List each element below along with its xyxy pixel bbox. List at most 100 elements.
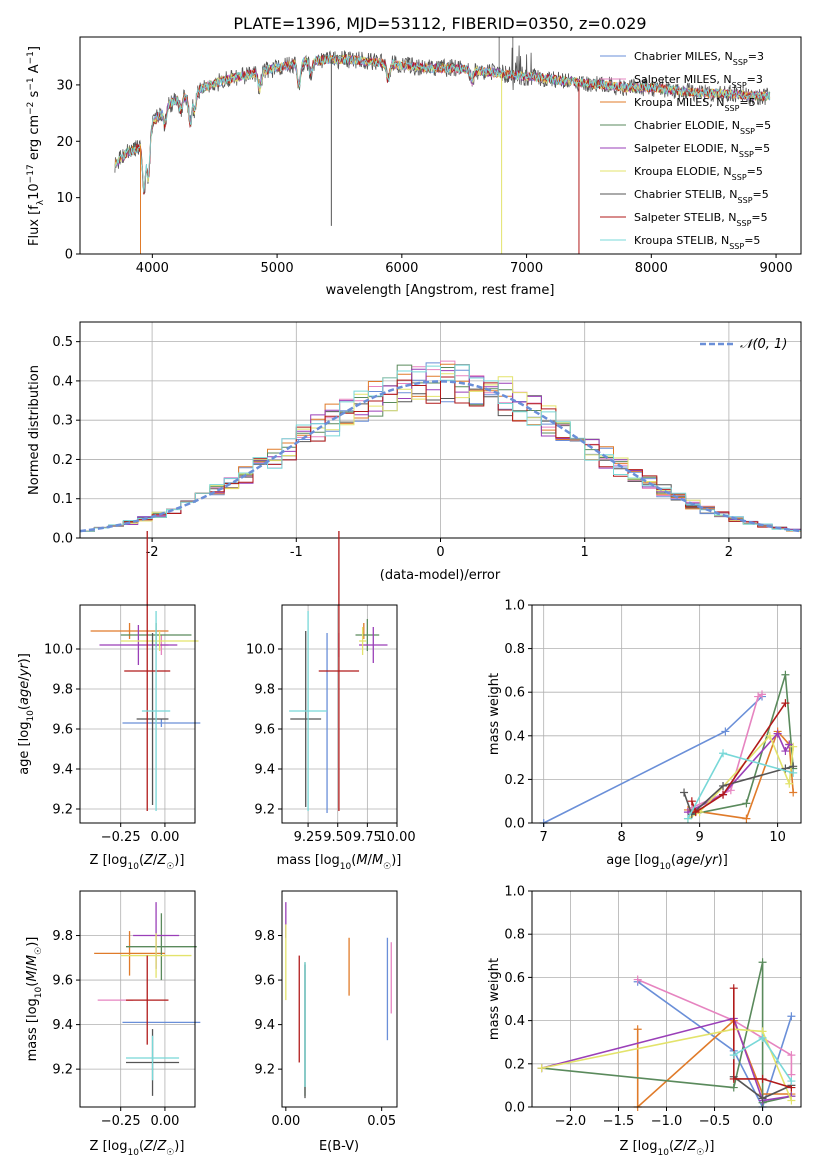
x-tick-label: 9.25	[294, 830, 323, 845]
residuals-xlabel: (data-model)/error	[380, 568, 501, 583]
weight-point	[773, 729, 782, 738]
mass-vs-Z-xlabel: Z [log10(Z/Z☉)]	[90, 1139, 185, 1158]
y-tick-label: 30	[56, 78, 73, 93]
legend-label: Chabrier MILES, NSSP=3	[634, 50, 764, 67]
spectrum-series-8	[114, 54, 771, 193]
weight-point	[721, 727, 730, 736]
weight-point	[691, 808, 700, 817]
y-tick-label: 9.6	[254, 974, 275, 989]
weight-point	[758, 1094, 767, 1103]
weight-point	[758, 1033, 767, 1042]
weight-point	[781, 699, 790, 708]
x-tick-label: 7	[540, 830, 548, 845]
y-tick-label: 10.0	[44, 643, 73, 658]
legend-label: Kroupa STELIB, NSSP=5	[634, 234, 760, 251]
weight-point	[729, 1083, 738, 1092]
x-tick-label: −1.5	[603, 1114, 635, 1129]
normal-legend-label: 𝒩(0, 1)	[740, 337, 787, 352]
y-tick-label: 0.0	[504, 817, 525, 832]
y-tick-label: 9.4	[52, 763, 73, 778]
x-tick-label: 7000	[510, 261, 543, 276]
y-tick-label: 9.8	[254, 929, 275, 944]
weight-point	[726, 786, 735, 795]
weight-point	[687, 797, 696, 806]
residuals-legend: 𝒩(0, 1)	[700, 337, 787, 352]
y-tick-label: 0.2	[504, 773, 525, 788]
mass-vs-ebv-frame	[281, 890, 398, 1108]
weight-point	[633, 1025, 642, 1034]
spectrum-panel: 4000 5000 6000 7000 8000 9000 0 10 20 30 waveleng…	[26, 36, 802, 298]
mass-vs-ebv-xlabel: E(B-V)	[319, 1139, 359, 1154]
y-tick-label: 0.2	[504, 1057, 525, 1072]
x-tick-label: 0	[436, 545, 444, 560]
x-tick-label: −2.0	[555, 1114, 587, 1129]
y-tick-label: 10.0	[246, 643, 275, 658]
y-tick-label: 0.0	[504, 1101, 525, 1116]
weight-point	[758, 690, 767, 699]
residuals-ylabel: Normed distribution	[27, 365, 42, 495]
legend-label: Salpeter STELIB, NSSP=5	[634, 211, 768, 228]
weight-point	[729, 1074, 738, 1083]
x-tick-label: 0.05	[367, 1114, 396, 1129]
weight-point	[719, 749, 728, 758]
weight-point	[781, 747, 790, 756]
weight-point	[683, 814, 692, 823]
x-tick-label: −1.0	[651, 1114, 683, 1129]
weight-vs-age-frame	[531, 604, 802, 824]
spectrum-ylabel: Flux [fλ10−17 erg cm−2 s−1 A−1]	[26, 46, 46, 246]
weight-point	[729, 984, 738, 993]
x-tick-label: 10	[769, 830, 786, 845]
x-tick-label: 1	[581, 545, 589, 560]
age-vs-Z-panel: −0.25 0.00 9.2 9.4 9.6 9.8 10.0 Z [log10(Z/Z☉)…	[17, 531, 201, 872]
age-vs-Z-xlabel: Z [log10(Z/Z☉)]	[90, 853, 185, 872]
weight-point	[789, 788, 798, 797]
y-tick-label: 9.2	[52, 1063, 73, 1078]
y-tick-label: 0.6	[504, 971, 525, 986]
weight-point	[789, 768, 798, 777]
y-tick-label: 0.4	[52, 374, 73, 389]
y-tick-label: 0.5	[52, 335, 73, 350]
mass-vs-Z-panel: −0.25 0.00 9.2 9.4 9.6 9.8 Z [log10(Z/Z☉)] ma…	[25, 890, 201, 1158]
x-tick-label: −0.5	[699, 1114, 731, 1129]
figure-title: PLATE=1396, MJD=53112, FIBERID=0350, z=0…	[233, 14, 646, 33]
x-tick-label: 2	[725, 545, 733, 560]
x-tick-label: 8	[618, 830, 626, 845]
weight-point	[758, 958, 767, 967]
x-tick-label: 0.0	[752, 1114, 773, 1129]
weight-point	[729, 1051, 738, 1060]
weight-vs-Z-panel: −2.0 −1.5 −1.0 −0.5 0.0 0.0 0.2 0.4 0.6 0.8 1.0 Z …	[487, 885, 802, 1158]
x-tick-label: -1	[290, 545, 303, 560]
y-tick-label: 9.4	[254, 1018, 275, 1033]
weight-point	[787, 1051, 796, 1060]
x-tick-label: 9000	[760, 261, 793, 276]
weight-point	[537, 1064, 546, 1073]
y-tick-label: 0.2	[52, 453, 73, 468]
legend-label: Salpeter ELODIE, NSSP=5	[634, 142, 770, 159]
weight-point	[765, 731, 774, 740]
spectrum-xlabel: wavelength [Angstrom, rest frame]	[326, 283, 555, 298]
y-tick-label: 0	[65, 248, 73, 263]
x-tick-label: 0.00	[271, 1114, 300, 1129]
x-tick-label: 8000	[635, 261, 668, 276]
y-tick-label: 9.2	[254, 1063, 275, 1078]
y-tick-label: 9.6	[52, 974, 73, 989]
y-tick-label: 9.2	[254, 803, 275, 818]
weight-vs-age-panel: 7 8 9 10 0.0 0.2 0.4 0.6 0.8 1.0 age [log10(age/y…	[487, 599, 802, 872]
y-tick-label: 9.2	[52, 803, 73, 818]
weight-point	[680, 788, 689, 797]
weight-point	[781, 670, 790, 679]
y-tick-label: 0.4	[504, 1014, 525, 1029]
mass-vs-Z-frame	[79, 890, 196, 1108]
y-tick-label: 0.4	[504, 729, 525, 744]
weight-point	[758, 1074, 767, 1083]
legend-label: Salpeter MILES, NSSP=3	[634, 73, 763, 90]
weight-point	[742, 799, 751, 808]
weight-point	[787, 1096, 796, 1105]
weight-line-4	[541, 1017, 792, 1102]
y-tick-label: 0.0	[52, 532, 73, 547]
x-tick-label: −0.25	[101, 830, 141, 845]
spectrum-legend: Chabrier MILES, NSSP=3 Salpeter MILES, NS…	[600, 50, 771, 251]
weight-vs-age-ylabel: mass weight	[487, 673, 502, 755]
weight-vs-Z-xlabel: Z [log10(Z/Z☉)]	[620, 1139, 715, 1158]
